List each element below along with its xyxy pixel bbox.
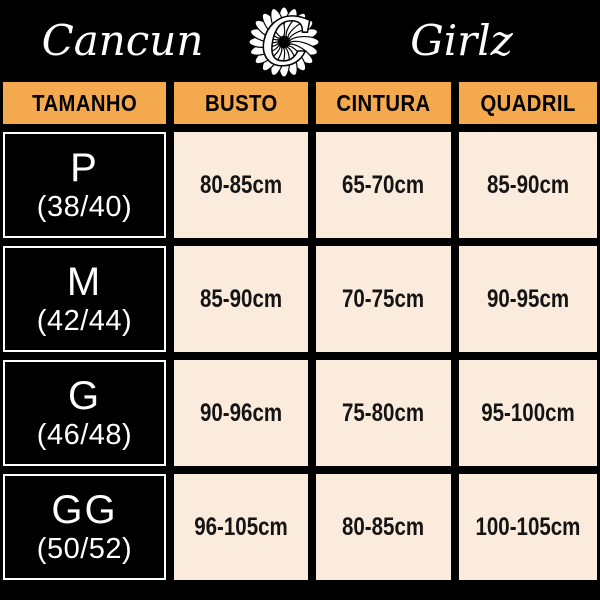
flower-logo-icon: C — [245, 3, 323, 81]
measure-value: 95-100cm — [481, 398, 575, 427]
col-header-label: BUSTO — [204, 89, 278, 116]
measure-value: 90-96cm — [199, 398, 283, 427]
measure-cell: 90-95cm — [459, 246, 597, 352]
col-header-label: TAMANHO — [31, 89, 138, 116]
measure-value: 65-70cm — [342, 170, 425, 199]
size-label: G — [67, 374, 102, 418]
measure-cell: 65-70cm — [316, 132, 451, 238]
measure-cell: 80-85cm — [316, 474, 451, 580]
size-range: (46/48) — [36, 419, 133, 451]
size-range: (42/44) — [36, 305, 133, 337]
measure-cell: 75-80cm — [316, 360, 451, 466]
col-header-tamanho: TAMANHO — [3, 82, 166, 124]
size-cell: G (46/48) — [3, 360, 166, 466]
logo-letter: C — [261, 6, 310, 80]
measure-cell: 70-75cm — [316, 246, 451, 352]
brand-name-cancun: Cancun — [41, 16, 204, 65]
measure-value: 96-105cm — [194, 512, 288, 541]
size-cell: GG (50/52) — [3, 474, 166, 580]
measure-value: 80-85cm — [342, 512, 425, 541]
size-range: (50/52) — [36, 533, 133, 565]
brand-name-girlz: Girlz — [410, 16, 513, 65]
measure-value: 90-95cm — [486, 284, 570, 313]
measure-value: 70-75cm — [342, 284, 425, 313]
size-label: P — [70, 146, 99, 190]
measure-cell: 100-105cm — [459, 474, 597, 580]
measure-value: 85-90cm — [486, 170, 570, 199]
measure-cell: 96-105cm — [174, 474, 308, 580]
measure-cell: 85-90cm — [459, 132, 597, 238]
measure-value: 85-90cm — [199, 284, 283, 313]
col-header-quadril: QUADRIL — [459, 82, 597, 124]
size-range: (38/40) — [36, 191, 133, 223]
size-cell: P (38/40) — [3, 132, 166, 238]
measure-cell: 95-100cm — [459, 360, 597, 466]
col-header-label: CINTURA — [336, 89, 431, 116]
col-header-cintura: CINTURA — [316, 82, 451, 124]
measure-cell: 80-85cm — [174, 132, 308, 238]
measure-value: 100-105cm — [475, 512, 581, 541]
brand-header: Cancun C Girlz — [0, 0, 600, 82]
size-label: GG — [51, 488, 118, 532]
measure-value: 75-80cm — [342, 398, 425, 427]
col-header-label: QUADRIL — [480, 89, 576, 116]
size-label: M — [66, 260, 103, 304]
measure-value: 80-85cm — [199, 170, 283, 199]
measure-cell: 85-90cm — [174, 246, 308, 352]
size-cell: M (42/44) — [3, 246, 166, 352]
col-header-busto: BUSTO — [174, 82, 308, 124]
size-table: TAMANHO BUSTO CINTURA QUADRIL P (38/40) … — [0, 82, 600, 580]
measure-cell: 90-96cm — [174, 360, 308, 466]
